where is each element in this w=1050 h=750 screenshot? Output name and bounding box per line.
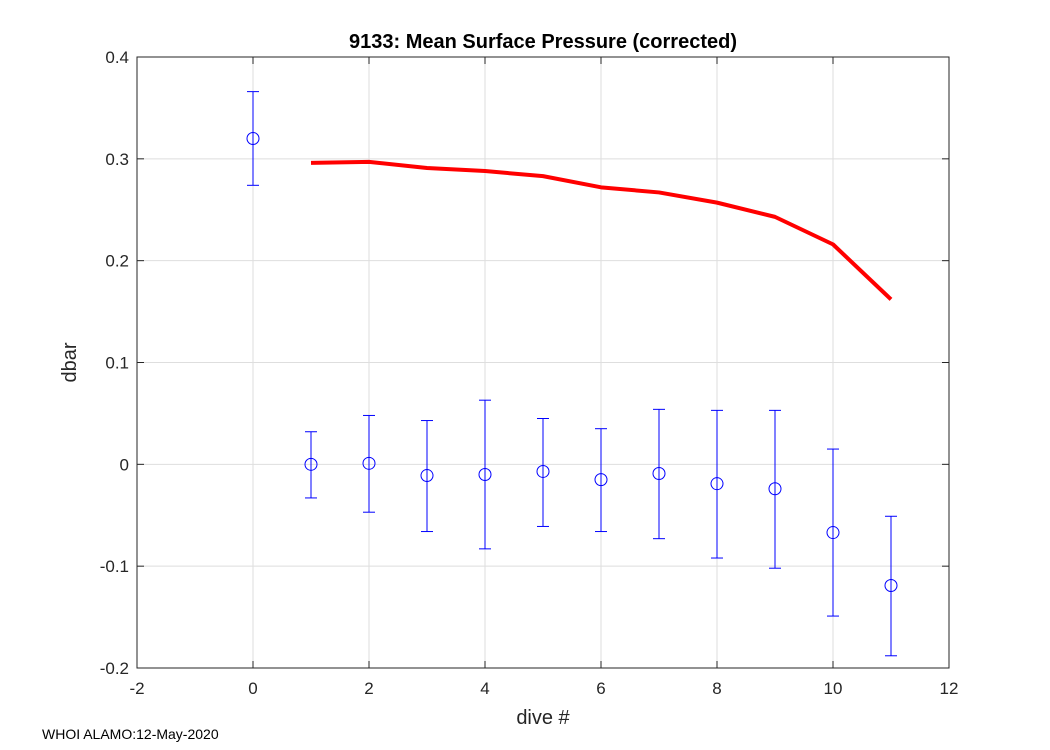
data-point-marker xyxy=(594,473,608,487)
data-point-marker xyxy=(826,526,840,540)
correction-line-series xyxy=(310,159,893,301)
data-point-marker xyxy=(362,456,376,470)
chart-title: 9133: Mean Surface Pressure (corrected) xyxy=(349,31,737,53)
x-axis-label: dive # xyxy=(516,707,570,729)
data-point-marker xyxy=(710,477,724,491)
data-point-marker xyxy=(420,469,434,483)
data-point-marker xyxy=(246,131,260,145)
data-point-marker xyxy=(768,482,782,496)
errorbar-series xyxy=(246,91,898,657)
y-axis-label: dbar xyxy=(59,342,81,382)
y-tick-label: 0.2 xyxy=(105,252,129,271)
x-tick-label: 0 xyxy=(248,679,257,698)
y-tick-label: 0.4 xyxy=(105,48,129,67)
x-tick-label: 6 xyxy=(596,679,605,698)
data-point-marker xyxy=(536,464,550,478)
y-tick-label: -0.2 xyxy=(100,659,129,678)
y-tick-label: -0.1 xyxy=(100,557,129,576)
y-tick-label: 0 xyxy=(120,455,129,474)
data-point-marker xyxy=(304,457,318,471)
axis-ticks: -2 0 2 4 6 8 10 12 -0.2 -0.1 0 0.1 0.2 0.3 0.4 xyxy=(100,48,959,698)
y-tick-label: 0.3 xyxy=(105,150,129,169)
y-tick-label: 0.1 xyxy=(105,354,129,373)
x-tick-label: 10 xyxy=(824,679,843,698)
x-tick-label: 4 xyxy=(480,679,489,698)
x-tick-label: 12 xyxy=(940,679,959,698)
correction-line xyxy=(310,159,893,301)
footer-credit: WHOI ALAMO:12-May-2020 xyxy=(42,726,219,742)
x-tick-label: -2 xyxy=(129,679,144,698)
data-point-marker xyxy=(884,579,898,593)
x-tick-label: 8 xyxy=(712,679,721,698)
data-point-marker xyxy=(478,468,492,482)
x-tick-label: 2 xyxy=(364,679,373,698)
data-point-marker xyxy=(652,466,666,480)
